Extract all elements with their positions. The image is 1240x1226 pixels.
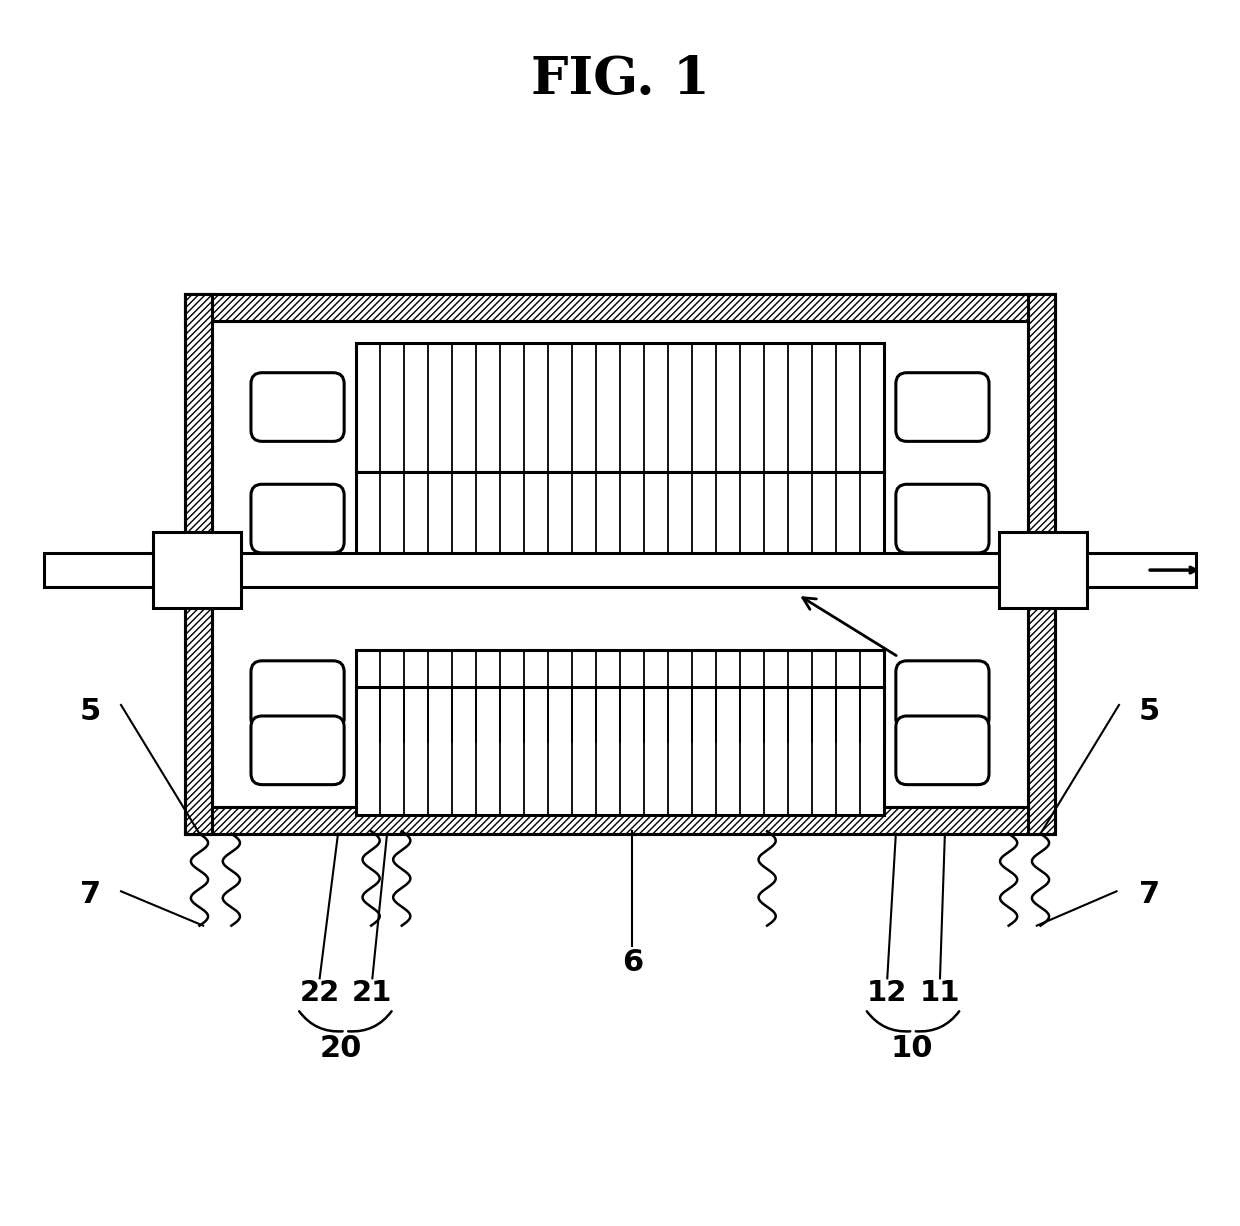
Bar [185, 294, 1055, 321]
FancyBboxPatch shape [250, 484, 345, 553]
Bar [185, 807, 1055, 834]
Bar [356, 687, 884, 815]
Text: 10: 10 [890, 1034, 932, 1063]
Bar [212, 321, 1028, 807]
Text: 20: 20 [319, 1034, 362, 1063]
Text: FIG. 1: FIG. 1 [531, 54, 709, 105]
FancyBboxPatch shape [895, 373, 990, 441]
Text: 21: 21 [352, 980, 393, 1007]
FancyBboxPatch shape [895, 484, 990, 553]
Bar [1028, 294, 1055, 834]
FancyBboxPatch shape [250, 661, 345, 729]
FancyBboxPatch shape [895, 716, 990, 785]
FancyBboxPatch shape [895, 661, 990, 729]
Bar [43, 553, 1197, 587]
Bar [356, 343, 884, 472]
FancyBboxPatch shape [250, 716, 345, 785]
Bar [153, 532, 241, 608]
Text: 11: 11 [920, 980, 960, 1007]
Bar [185, 294, 1055, 834]
Text: 12: 12 [867, 980, 908, 1007]
Bar [356, 650, 884, 742]
FancyBboxPatch shape [250, 373, 345, 441]
Bar [999, 532, 1087, 608]
Text: 7: 7 [1140, 880, 1161, 910]
Text: 100: 100 [802, 598, 959, 689]
Text: 5: 5 [79, 696, 100, 726]
Text: 5: 5 [1140, 696, 1161, 726]
Text: 22: 22 [300, 980, 340, 1007]
Bar [185, 294, 212, 834]
Text: 6: 6 [621, 948, 642, 977]
Bar [356, 472, 884, 564]
Text: 7: 7 [79, 880, 100, 910]
Bar [185, 294, 1055, 834]
